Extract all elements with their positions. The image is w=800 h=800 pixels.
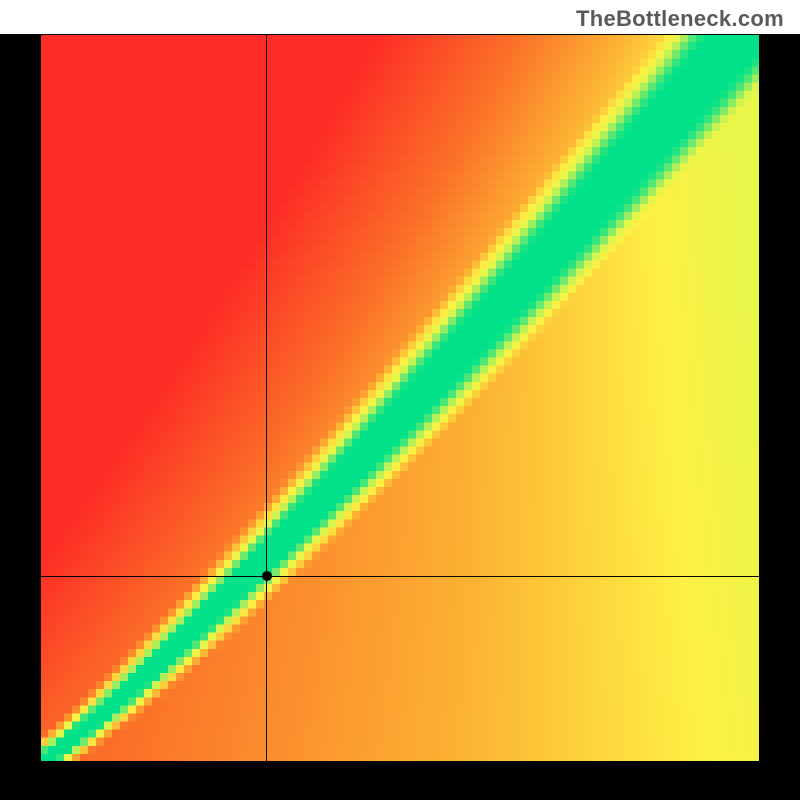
bottleneck-heatmap [40,34,760,762]
crosshair-horizontal [40,576,760,577]
crosshair-vertical [266,34,267,762]
watermark-text: TheBottleneck.com [576,6,784,32]
plot-border-bottom [0,762,800,800]
plot-border-right [760,34,800,762]
plot-border-left [0,34,40,762]
